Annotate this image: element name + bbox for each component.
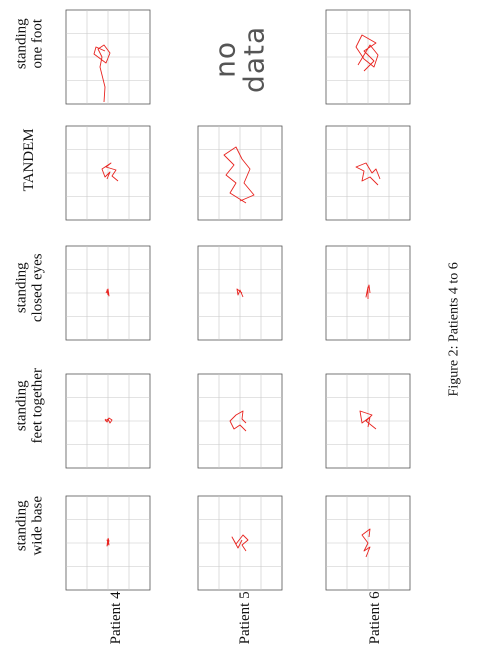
sway-trace: [223, 146, 255, 204]
sway-panel: [197, 125, 283, 221]
sway-panel: [325, 245, 411, 341]
sway-panel: [65, 495, 151, 591]
sway-trace: [104, 417, 113, 424]
figure-caption: Figure 2: Patients 4 to 6: [446, 262, 462, 397]
sway-trace: [236, 288, 244, 298]
no-data-label: no data: [208, 14, 271, 104]
sway-panel: [65, 9, 151, 105]
sway-panel: [65, 245, 151, 341]
sway-trace: [355, 34, 379, 72]
sway-panel: [65, 125, 151, 221]
sway-trace: [231, 534, 249, 552]
condition-label: standing one foot: [13, 18, 45, 70]
sway-panel: [197, 373, 283, 469]
sway-panel: [197, 245, 283, 341]
sway-trace: [361, 528, 371, 558]
sway-trace: [355, 162, 381, 186]
condition-label: standing closed eyes: [13, 253, 45, 323]
condition-label: TANDEM: [21, 128, 38, 192]
condition-label: standing wide base: [13, 495, 45, 556]
sway-panel: [325, 9, 411, 105]
sway-trace: [93, 44, 111, 103]
sway-trace: [105, 288, 110, 297]
sway-trace: [229, 410, 247, 432]
no-data-word: no: [208, 40, 242, 78]
sway-panel: [197, 495, 283, 591]
sway-trace: [101, 162, 119, 182]
sway-panel: [325, 495, 411, 591]
sway-trace: [106, 537, 110, 547]
sway-panel: [65, 373, 151, 469]
sway-trace: [365, 284, 371, 299]
sway-panel: [325, 125, 411, 221]
sway-trace: [359, 410, 377, 430]
sway-panel: [325, 373, 411, 469]
condition-label: standing feet together: [13, 368, 45, 444]
no-data-word: data: [238, 25, 271, 93]
